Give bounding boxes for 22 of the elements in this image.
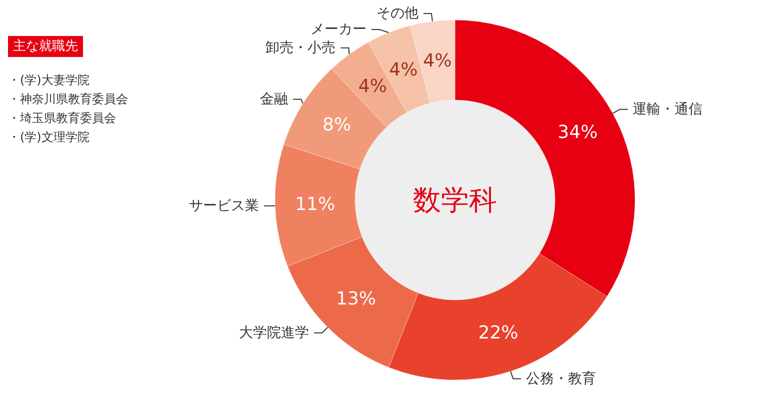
text: ・(学)大妻学院: [8, 73, 90, 87]
slice-label: その他: [376, 5, 418, 22]
text: ・(学)文理学院: [8, 130, 90, 144]
text: 主な就職先: [8, 36, 83, 57]
text: 数学科: [413, 184, 497, 216]
slice-label: 運輸・通信: [632, 101, 703, 118]
data-label: 34%: [558, 122, 598, 144]
data-label: 4%: [389, 59, 418, 80]
slice-label: 金融: [260, 91, 288, 108]
data-label: 11%: [295, 194, 336, 215]
slice-label: メーカー: [310, 21, 366, 38]
data-label: 13%: [336, 288, 376, 310]
slice-label: サービス業: [189, 198, 260, 214]
data-label: 22%: [478, 322, 518, 344]
text: ・埼玉県教育委員会: [8, 111, 116, 125]
data-label: 8%: [322, 114, 352, 136]
text: ・神奈川県教育委員会: [8, 92, 128, 106]
slice-label: 大学院進学: [239, 324, 310, 341]
data-label: 4%: [423, 50, 452, 72]
data-label: 4%: [358, 76, 387, 98]
slice-label: 卸売・小売: [266, 40, 336, 56]
slice-label: 公務・教育: [526, 370, 596, 387]
